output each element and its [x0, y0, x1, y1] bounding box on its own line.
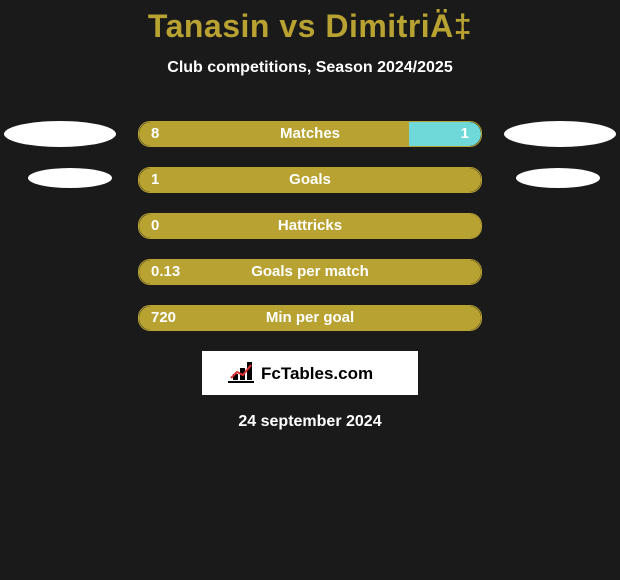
stats-list: Matches81Goals1Hattricks0Goals per match…: [0, 121, 620, 331]
stat-label: Min per goal: [139, 306, 481, 330]
wing-left: [4, 121, 116, 147]
wing-right: [504, 121, 616, 147]
stat-label: Goals per match: [139, 260, 481, 284]
stat-bar: Goals1: [138, 167, 482, 193]
subtitle: Club competitions, Season 2024/2025: [0, 59, 620, 77]
stat-row: Goals per match0.13: [0, 259, 620, 285]
stat-label: Goals: [139, 168, 481, 192]
stat-row: Matches8 1: [0, 121, 620, 147]
stat-label: Hattricks: [139, 214, 481, 238]
logo-text: FcTables.com: [261, 364, 373, 383]
wing-left: [28, 168, 112, 188]
stat-value-left: 0.13: [151, 260, 180, 284]
stat-row: Min per goal720: [0, 305, 620, 331]
stat-bar: Goals per match0.13: [138, 259, 482, 285]
stat-value-right: 1: [461, 122, 469, 146]
stat-value-left: 720: [151, 306, 176, 330]
stat-row: Hattricks0: [0, 213, 620, 239]
page-title: Tanasin vs DimitriÄ‡: [0, 8, 620, 45]
stat-value-left: 1: [151, 168, 159, 192]
stat-row: Goals1: [0, 167, 620, 193]
stat-bar: Hattricks0: [138, 213, 482, 239]
stat-value-left: 0: [151, 214, 159, 238]
date-label: 24 september 2024: [0, 413, 620, 431]
stat-label: Matches: [139, 122, 481, 146]
stat-bar: Matches8 1: [138, 121, 482, 147]
fctables-logo-icon: FcTables.com: [225, 358, 395, 388]
wing-right: [516, 168, 600, 188]
stat-bar: Min per goal720: [138, 305, 482, 331]
source-logo[interactable]: FcTables.com: [202, 351, 418, 395]
stat-value-left: 8: [151, 122, 159, 146]
stats-card: Tanasin vs DimitriÄ‡ Club competitions, …: [0, 0, 620, 431]
